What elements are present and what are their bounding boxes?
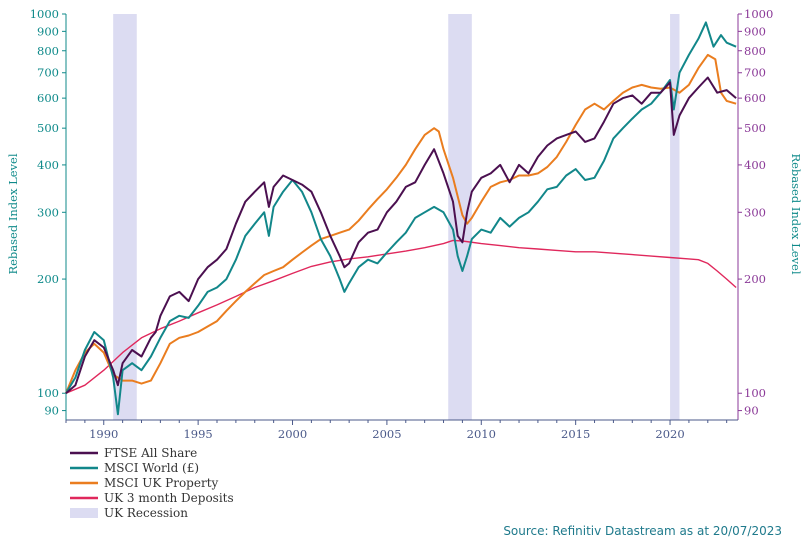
series-line-ftse-all-share: [65, 76, 737, 394]
x-tick-label-1995: 1995: [183, 427, 212, 441]
y-tick-label-right-300: 300: [744, 205, 766, 219]
y-tick-label-right-900: 900: [744, 24, 766, 38]
recession-bands: [113, 14, 680, 420]
y-tick-label-left-90: 90: [44, 404, 59, 418]
source-note: Source: Refinitiv Datastream as at 20/07…: [503, 524, 782, 538]
series-line-msci-uk-property: [65, 53, 737, 394]
y-tick-label-right-500: 500: [744, 121, 766, 135]
y-tick-label-right-700: 700: [744, 66, 766, 80]
series-line-msci-world-: [65, 21, 737, 416]
x-tick-label-2010: 2010: [467, 427, 496, 441]
y-tick-label-left-1000: 1000: [30, 7, 59, 21]
legend-label-3: UK 3 month Deposits: [104, 491, 234, 505]
recession-band-0: [113, 14, 137, 420]
y-tick-label-right-1000: 1000: [744, 7, 773, 21]
series-line-uk-3-month-deposits: [65, 239, 737, 394]
y-tick-label-left-600: 600: [37, 91, 59, 105]
y-tick-label-left-700: 700: [37, 66, 59, 80]
y-tick-label-left-300: 300: [37, 205, 59, 219]
x-tick-label-2000: 2000: [278, 427, 307, 441]
legend-swatch-4: [70, 508, 98, 518]
y-tick-label-right-100: 100: [744, 386, 766, 400]
legend-label-1: MSCI World (£): [104, 461, 199, 475]
y-tick-label-left-900: 900: [37, 24, 59, 38]
y-axis-label-left: Rebased Index Level: [6, 153, 20, 274]
x-tick-label-2005: 2005: [372, 427, 401, 441]
y-axis-label-right: Rebased Index Level: [789, 153, 803, 274]
y-tick-label-right-90: 90: [744, 404, 759, 418]
y-tick-label-left-200: 200: [37, 272, 59, 286]
x-tick-label-1990: 1990: [89, 427, 118, 441]
y-tick-label-right-400: 400: [744, 158, 766, 172]
y-tick-label-left-500: 500: [37, 121, 59, 135]
y-tick-label-left-100: 100: [37, 386, 59, 400]
legend-label-4: UK Recession: [104, 506, 188, 520]
axes: 90 90 100 100 200 200 300 300 400 400 500 500 600 600…: [30, 7, 774, 441]
legend-label-0: FTSE All Share: [104, 446, 197, 460]
y-tick-label-right-600: 600: [744, 91, 766, 105]
x-tick-label-2020: 2020: [655, 427, 684, 441]
recession-band-1: [448, 14, 472, 420]
y-tick-label-right-200: 200: [744, 272, 766, 286]
legend-label-2: MSCI UK Property: [104, 476, 219, 490]
y-tick-label-left-800: 800: [37, 44, 59, 58]
recession-band-2: [670, 14, 680, 420]
x-tick-label-2015: 2015: [561, 427, 590, 441]
y-tick-label-left-400: 400: [37, 158, 59, 172]
series-lines: [65, 21, 737, 416]
y-tick-label-right-800: 800: [744, 44, 766, 58]
